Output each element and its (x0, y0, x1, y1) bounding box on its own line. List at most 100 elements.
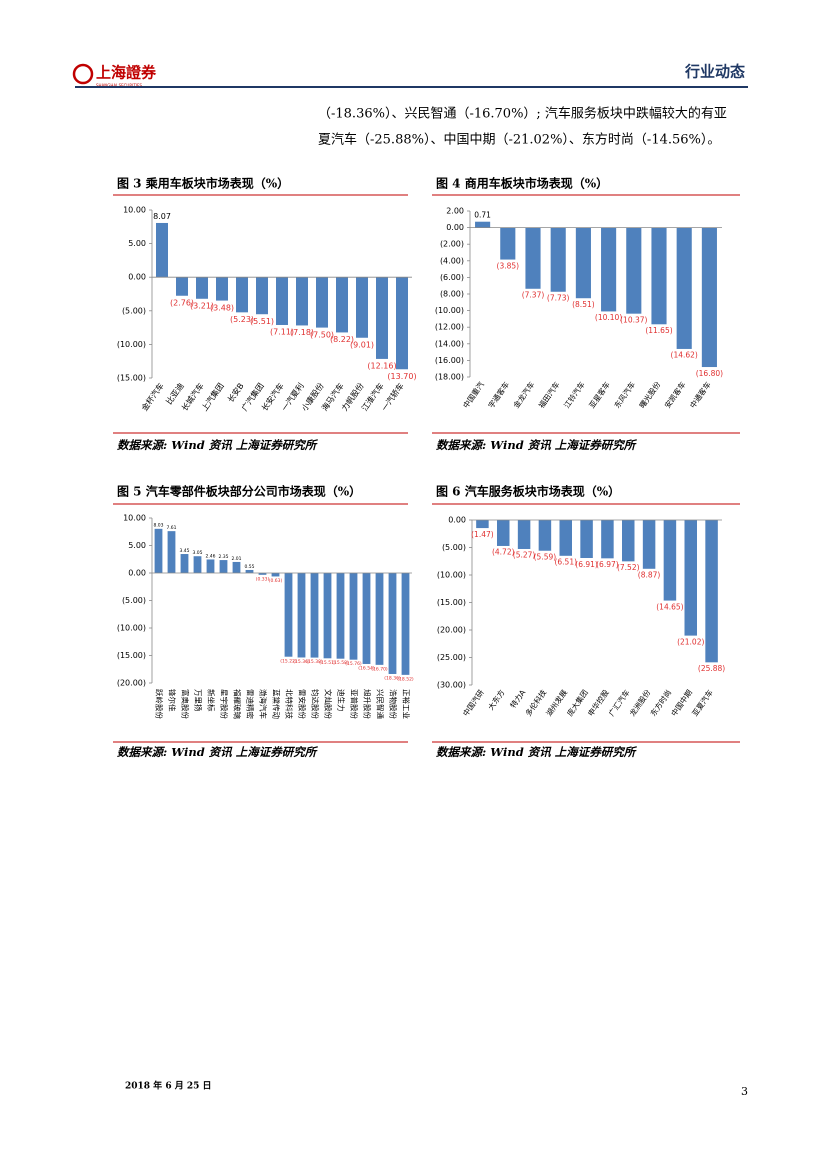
x-tick-label: 曙光股份 (637, 379, 663, 410)
bar (180, 554, 189, 573)
value-label: (10.37) (620, 315, 647, 324)
value-label: (15.51) (319, 660, 336, 666)
bar (684, 520, 697, 636)
bar (356, 277, 368, 338)
y-tick-label: 2.00 (446, 207, 464, 216)
bar (336, 277, 348, 333)
bar (276, 277, 288, 325)
bar (701, 227, 717, 368)
bar (626, 227, 642, 314)
x-tick-label: 富奥股份 (181, 689, 191, 719)
bar (284, 573, 293, 657)
y-tick-label: (5.00) (122, 306, 146, 315)
value-label: (14.62) (671, 351, 698, 360)
x-tick-label: 万里扬 (194, 689, 204, 712)
bar (601, 227, 617, 312)
x-tick-label: 中通客车 (687, 379, 713, 410)
bar (323, 573, 332, 659)
value-label: (2.76) (170, 298, 194, 307)
value-label: (7.50) (310, 330, 334, 339)
value-label: (6.91) (575, 560, 598, 569)
value-label: 8.07 (153, 212, 171, 221)
bar (362, 573, 371, 664)
y-tick-label: (15.00) (117, 374, 146, 383)
bar (705, 520, 718, 663)
value-label: (11.65) (645, 326, 672, 335)
x-tick-label: 中国汽研 (460, 687, 486, 718)
body-line: 夏汽车（-25.88%）、中国中期（-21.02%）、东方时尚（-14.56%）… (318, 132, 720, 148)
value-label: (15.36) (293, 659, 310, 665)
bar (663, 520, 677, 601)
bar (310, 573, 319, 658)
value-label: (16.80) (696, 369, 723, 378)
bar (176, 277, 188, 296)
body-line: （-18.36%）、兴民智通（-16.70%）; 汽车服务板块中跌幅较大的有亚 (318, 106, 727, 122)
value-label: (25.88) (698, 664, 725, 673)
value-label: (12.16) (367, 362, 396, 371)
x-tick-label: 亚普股份 (350, 689, 360, 719)
value-label: 3.45 (179, 548, 189, 554)
bar (236, 277, 248, 313)
value-label: (15.76) (345, 661, 362, 667)
y-tick-label: (10.00) (117, 624, 146, 633)
bar (271, 573, 280, 577)
y-tick-label: (6.00) (440, 273, 464, 282)
value-label: (8.51) (572, 300, 595, 309)
x-tick-label: 星宇股份 (220, 689, 230, 719)
value-label: 2.46 (205, 553, 215, 559)
bar (580, 520, 593, 559)
y-tick-label: 10.00 (123, 206, 146, 215)
bar (256, 277, 268, 315)
figure-source: 数据来源: Wind 资讯 上海证券研究所 (436, 745, 638, 759)
x-tick-label: 迪生力 (337, 689, 347, 712)
value-label: 2.01 (231, 556, 241, 562)
x-tick-label: 比亚迪 (164, 381, 186, 406)
footer-date: 2018 年 6 月 25 日 (125, 1080, 212, 1092)
value-label: 0.55 (244, 564, 254, 570)
y-tick-label: (4.00) (440, 256, 464, 265)
value-label: (1.47) (471, 530, 494, 539)
bar (601, 520, 614, 559)
bar (219, 560, 228, 573)
value-label: (16.70) (371, 666, 388, 672)
x-tick-label: 雷安股份 (298, 689, 308, 719)
value-label: (7.18) (290, 328, 314, 337)
bar (575, 227, 591, 299)
bar (396, 277, 408, 370)
bar (500, 227, 516, 260)
value-label: (21.02) (677, 637, 704, 646)
y-tick-label: 0.00 (128, 569, 146, 578)
y-tick-label: 0.00 (128, 273, 146, 282)
value-label: (6.97) (596, 560, 619, 569)
value-label: (15.58) (332, 660, 349, 666)
y-tick-label: (8.00) (440, 290, 464, 299)
value-label: (15.38) (306, 659, 323, 665)
y-tick-label: 5.00 (128, 541, 146, 550)
bar (296, 277, 308, 326)
x-tick-label: 中国重汽 (460, 379, 486, 410)
bar (538, 520, 552, 551)
bar (651, 227, 667, 325)
y-tick-label: (15.00) (117, 651, 146, 660)
y-tick-label: (25.00) (437, 653, 466, 662)
bar (232, 561, 241, 573)
x-tick-label: 新坐标 (207, 689, 217, 712)
y-tick-label: 0.00 (446, 223, 464, 232)
y-tick-label: 10.00 (123, 514, 146, 523)
y-tick-label: (10.00) (117, 340, 146, 349)
x-tick-label: 长安B (225, 381, 246, 404)
y-tick-label: (10.00) (435, 306, 464, 315)
value-label: (5.59) (534, 552, 557, 561)
bar (642, 520, 656, 569)
bar (388, 573, 397, 674)
x-tick-label: 文灿股份 (324, 689, 334, 719)
x-tick-label: 金龙汽车 (511, 379, 537, 410)
value-label: (6.51) (554, 558, 577, 567)
x-tick-label: 渤海汽车 (259, 689, 269, 719)
value-label: (18.52) (397, 676, 414, 682)
x-tick-label: 福田汽车 (536, 379, 562, 410)
value-label: (14.65) (656, 602, 683, 611)
x-tick-label: 安凯客车 (662, 379, 688, 410)
x-tick-label: 大东方 (485, 687, 506, 712)
value-label: (7.11) (270, 328, 294, 337)
